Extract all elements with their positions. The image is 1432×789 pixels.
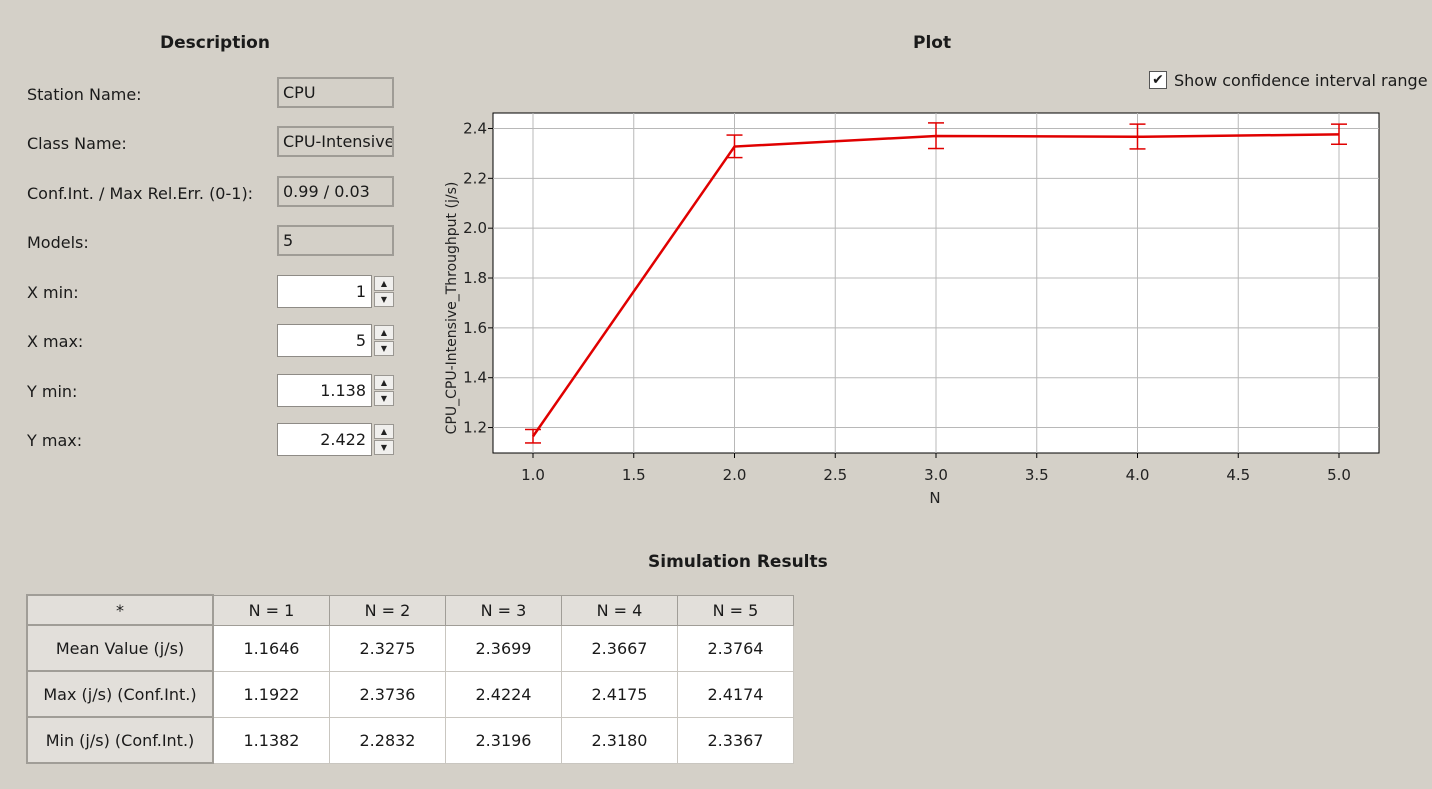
y-min-increment-icon[interactable]: ▲ [374, 375, 394, 390]
x-max-input[interactable]: 5 [277, 324, 372, 357]
x-tick-label: 1.5 [622, 466, 646, 484]
table-cell[interactable]: 2.3699 [445, 624, 562, 672]
y-tick-label: 1.8 [463, 269, 487, 287]
x-tick-label: 3.0 [924, 466, 948, 484]
column-header[interactable]: N = 2 [329, 594, 446, 626]
table-cell[interactable]: 2.3180 [561, 716, 678, 764]
results-table: * N = 1 N = 2 N = 3 N = 4 N = 5 Mean Val… [26, 594, 794, 764]
models-label: Models: [27, 233, 89, 252]
y-tick-label: 2.2 [463, 169, 487, 187]
results-heading: Simulation Results [648, 552, 828, 572]
y-min-label: Y min: [27, 382, 78, 401]
row-header[interactable]: Max (j/s) (Conf.Int.) [26, 670, 214, 718]
table-row: Max (j/s) (Conf.Int.) 1.1922 2.3736 2.42… [26, 670, 794, 718]
x-tick-label: 3.5 [1025, 466, 1049, 484]
show-ci-checkbox[interactable]: ✔ [1149, 71, 1167, 89]
column-header[interactable]: N = 3 [445, 594, 562, 626]
table-corner-cell[interactable]: * [26, 594, 214, 626]
x-min-increment-icon[interactable]: ▲ [374, 276, 394, 291]
table-cell[interactable]: 2.4224 [445, 670, 562, 718]
x-max-decrement-icon[interactable]: ▼ [374, 341, 394, 356]
class-name-field: CPU-Intensive [277, 126, 394, 157]
show-ci-label[interactable]: Show confidence interval range [1174, 71, 1428, 90]
y-tick-label: 2.4 [463, 119, 487, 137]
table-cell[interactable]: 2.2832 [329, 716, 446, 764]
y-axis-label: CPU_CPU-Intensive_Throughput (j/s) [444, 182, 460, 435]
chart-grid [493, 113, 1379, 453]
series-line [531, 133, 1340, 438]
table-cell[interactable]: 1.1382 [212, 716, 330, 764]
table-cell[interactable]: 2.3667 [561, 624, 678, 672]
conf-int-field: 0.99 / 0.03 [277, 176, 394, 207]
table-cell[interactable]: 2.3736 [329, 670, 446, 718]
station-name-field: CPU [277, 77, 394, 108]
x-max-spinner[interactable]: 5 ▲ ▼ [277, 324, 396, 357]
plot-heading: Plot [913, 33, 952, 53]
checkmark-icon: ✔ [1152, 72, 1164, 88]
class-name-label: Class Name: [27, 134, 127, 153]
table-cell[interactable]: 2.4174 [677, 670, 794, 718]
table-cell[interactable]: 2.3196 [445, 716, 562, 764]
column-header[interactable]: N = 5 [677, 594, 794, 626]
description-heading: Description [160, 33, 270, 53]
x-min-decrement-icon[interactable]: ▼ [374, 292, 394, 307]
x-min-label: X min: [27, 283, 79, 302]
y-min-spinner[interactable]: 1.138 ▲ ▼ [277, 374, 396, 407]
column-header[interactable]: N = 1 [212, 594, 330, 626]
y-tick-label: 2.0 [463, 219, 487, 237]
y-min-decrement-icon[interactable]: ▼ [374, 391, 394, 406]
y-tick-label: 1.4 [463, 369, 487, 387]
x-max-label: X max: [27, 332, 84, 351]
table-cell[interactable]: 1.1646 [212, 624, 330, 672]
x-tick-label: 4.0 [1126, 466, 1150, 484]
x-min-input[interactable]: 1 [277, 275, 372, 308]
x-tick-label: 2.5 [823, 466, 847, 484]
row-header[interactable]: Min (j/s) (Conf.Int.) [26, 716, 214, 764]
station-name-label: Station Name: [27, 85, 142, 104]
y-max-input[interactable]: 2.422 [277, 423, 372, 456]
models-field: 5 [277, 225, 394, 256]
row-header[interactable]: Mean Value (j/s) [26, 624, 214, 672]
y-tick-label: 1.2 [463, 419, 487, 437]
table-row: Min (j/s) (Conf.Int.) 1.1382 2.2832 2.31… [26, 716, 794, 764]
chart-ticks: 1.0 1.5 2.0 2.5 3.0 3.5 4.0 4.5 5.0 1.2 1.4 1.6 1.8 2… [463, 119, 1351, 484]
y-min-input[interactable]: 1.138 [277, 374, 372, 407]
table-row: Mean Value (j/s) 1.1646 2.3275 2.3699 2.… [26, 624, 794, 672]
column-header[interactable]: N = 4 [561, 594, 678, 626]
table-cell[interactable]: 2.3367 [677, 716, 794, 764]
x-axis-label: N [929, 489, 940, 507]
x-tick-label: 5.0 [1327, 466, 1351, 484]
throughput-chart: 1.0 1.5 2.0 2.5 3.0 3.5 4.0 4.5 5.0 1.2 1.4 1.6 1.8 2… [444, 112, 1380, 507]
x-tick-label: 1.0 [521, 466, 545, 484]
y-max-decrement-icon[interactable]: ▼ [374, 440, 394, 455]
y-max-increment-icon[interactable]: ▲ [374, 424, 394, 439]
table-cell[interactable]: 2.3275 [329, 624, 446, 672]
results-header-row: * N = 1 N = 2 N = 3 N = 4 N = 5 [26, 594, 794, 626]
table-cell[interactable]: 2.4175 [561, 670, 678, 718]
y-tick-label: 1.6 [463, 319, 487, 337]
table-cell[interactable]: 1.1922 [212, 670, 330, 718]
conf-int-label: Conf.Int. / Max Rel.Err. (0-1): [27, 184, 254, 203]
x-tick-label: 2.0 [723, 466, 747, 484]
x-max-increment-icon[interactable]: ▲ [374, 325, 394, 340]
y-max-spinner[interactable]: 2.422 ▲ ▼ [277, 423, 396, 456]
x-tick-label: 4.5 [1226, 466, 1250, 484]
y-max-label: Y max: [27, 431, 83, 450]
x-min-spinner[interactable]: 1 ▲ ▼ [277, 275, 396, 308]
table-cell[interactable]: 2.3764 [677, 624, 794, 672]
